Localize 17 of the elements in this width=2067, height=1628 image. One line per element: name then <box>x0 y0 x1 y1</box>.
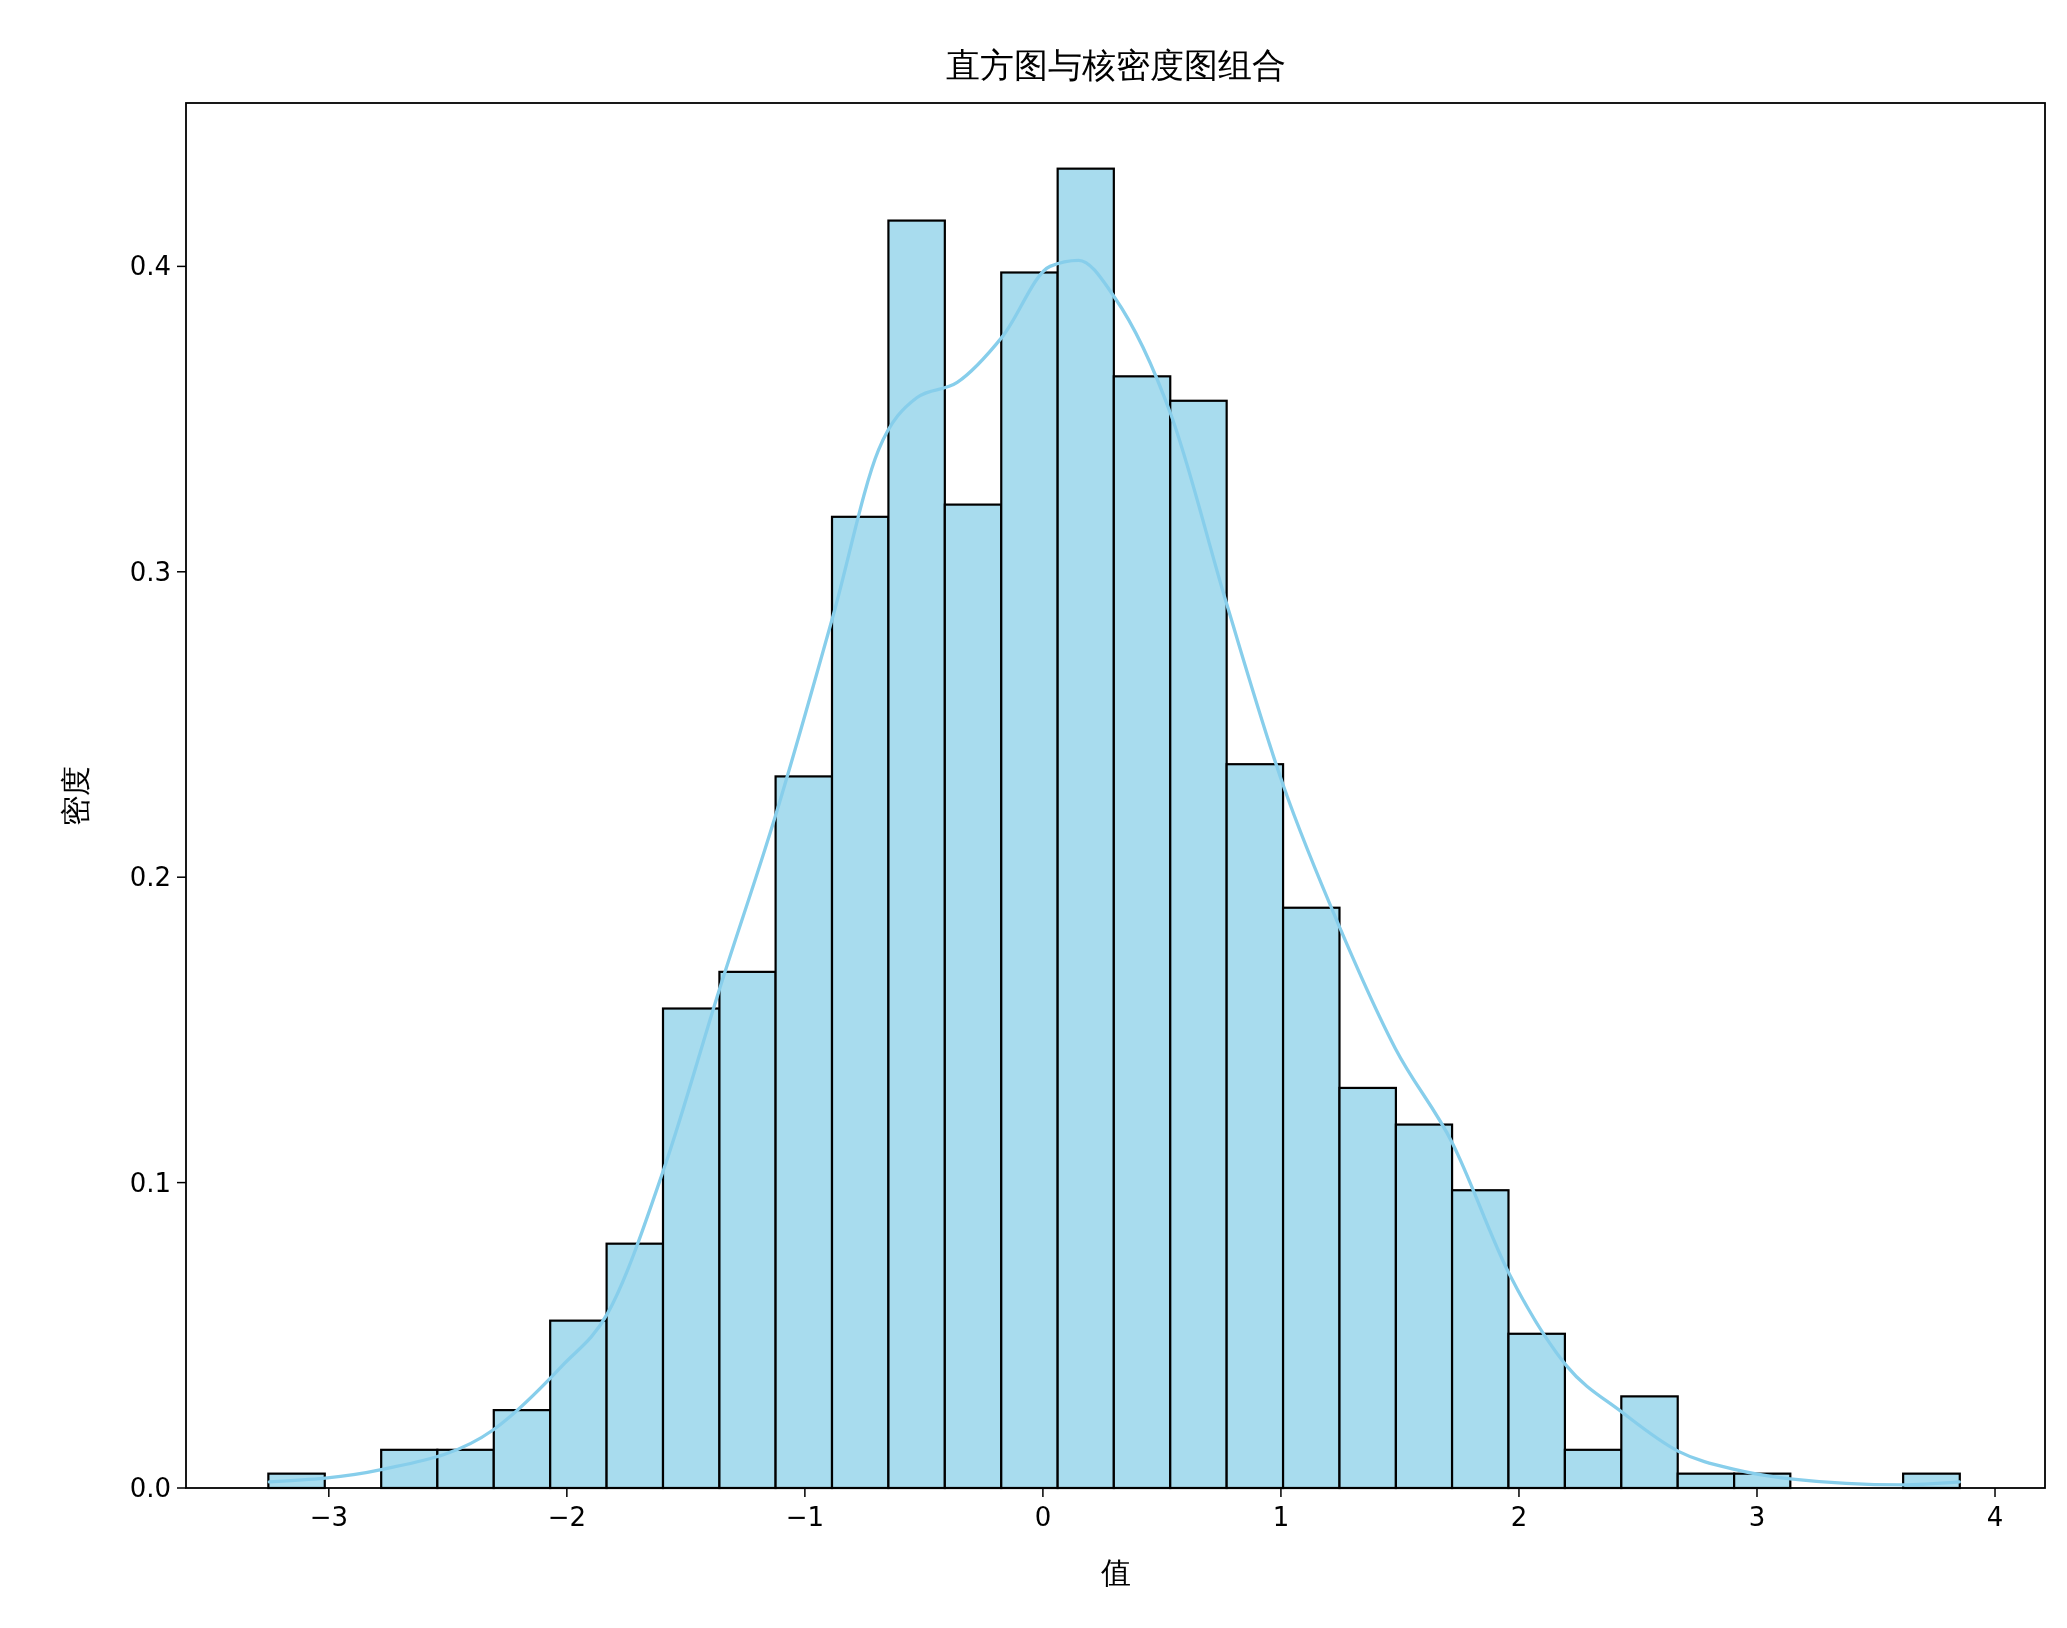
x-tick-label: −3 <box>309 1502 348 1532</box>
x-axis-title: 值 <box>1100 1555 1131 1590</box>
x-tick-label: −2 <box>547 1502 587 1532</box>
x-tick-label: 1 <box>1272 1502 1290 1532</box>
chart-title: 直方图与核密度图组合 <box>945 45 1286 85</box>
y-tick-label: 0.0 <box>129 1473 171 1504</box>
y-tick-label: 0.4 <box>129 251 171 282</box>
y-tick-label: 0.1 <box>129 1167 171 1198</box>
y-tick-label: 0.2 <box>129 862 171 893</box>
y-tick-label: 0.3 <box>129 556 171 587</box>
x-tick-label: 3 <box>1748 1502 1766 1532</box>
x-tick-label: 2 <box>1510 1502 1528 1532</box>
x-tick-label: 0 <box>1034 1502 1052 1532</box>
x-tick-label: 4 <box>1986 1502 2004 1532</box>
y-axis-title: 密度 <box>58 765 93 826</box>
x-tick-label: −1 <box>785 1502 825 1532</box>
line-series <box>267 258 1961 1487</box>
